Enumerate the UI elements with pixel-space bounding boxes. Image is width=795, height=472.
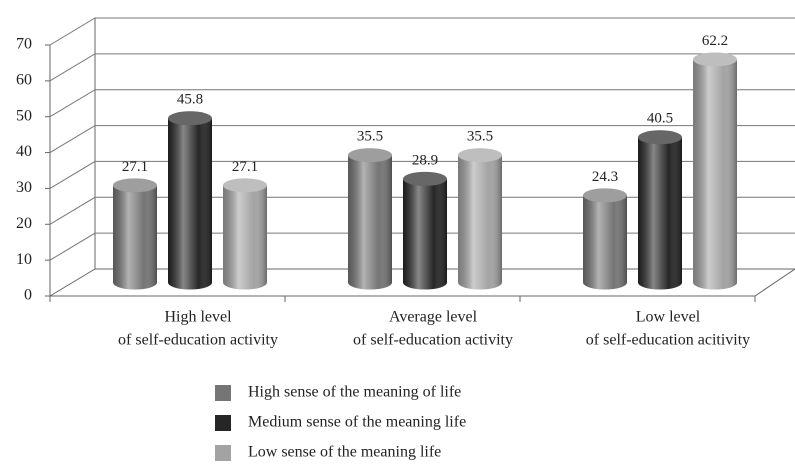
bar-shading [403, 178, 447, 290]
legend-label: Medium sense of the meaning life [248, 414, 466, 431]
bar-top-highlight [403, 171, 447, 186]
bar-top [168, 111, 212, 126]
value-label: 35.5 [467, 129, 493, 145]
y-tick-label: 10 [16, 251, 32, 268]
bar-top-highlight [583, 188, 627, 203]
bar-top [458, 148, 502, 163]
bar-shading [168, 118, 212, 290]
legend-label: High sense of the meaning of life [248, 384, 461, 401]
grid-line [49, 125, 795, 154]
grid-line [49, 17, 795, 46]
grid-line [49, 196, 795, 225]
value-label: 28.9 [412, 152, 438, 168]
value-label: 62.2 [702, 33, 728, 49]
bar-top [223, 178, 267, 193]
value-label: 35.5 [357, 129, 383, 145]
y-tick-label: 70 [16, 36, 32, 53]
grid-line [49, 160, 795, 189]
value-label: 27.1 [122, 159, 148, 175]
bar-shading [458, 155, 502, 290]
bar-top [113, 178, 157, 193]
grid-line [49, 89, 795, 118]
bar-shading [113, 185, 157, 290]
y-tick-label: 60 [16, 72, 32, 89]
value-label: 40.5 [647, 111, 673, 127]
y-tick-label: 20 [16, 215, 32, 232]
x-tick-label: of self-education acitivity [586, 332, 750, 349]
bar-top [583, 188, 627, 203]
x-tick-label: Low level [636, 309, 701, 326]
legend-label: Low sense of the meaning life [248, 444, 441, 461]
bar-top-highlight [638, 130, 682, 145]
bar-top [693, 52, 737, 67]
bar-top-highlight [458, 148, 502, 163]
value-label: 27.1 [232, 159, 258, 175]
bar-top-highlight [223, 178, 267, 193]
legend-swatch [215, 415, 231, 431]
bar-shading [348, 155, 392, 290]
bar-shading [693, 59, 737, 290]
legend-swatch [215, 385, 231, 401]
bar-shading [638, 137, 682, 290]
bar-top [348, 148, 392, 163]
bar-top [638, 130, 682, 145]
bar-top-highlight [348, 148, 392, 163]
bar-top-highlight [113, 178, 157, 193]
y-tick-label: 0 [24, 287, 32, 304]
bar-top-highlight [168, 111, 212, 126]
y-tick-label: 30 [16, 179, 32, 196]
x-tick-label: of self-education activity [353, 332, 513, 349]
grid-line [49, 53, 795, 82]
value-label: 24.3 [592, 169, 618, 185]
grid-line [49, 232, 795, 261]
x-tick-label: High level [164, 309, 232, 326]
bar-shading [223, 185, 267, 290]
y-tick-label: 50 [16, 107, 32, 124]
value-label: 45.8 [177, 92, 203, 108]
legend-swatch [215, 445, 231, 461]
bar-shading [583, 195, 627, 290]
x-tick-label: of self-education activity [118, 332, 278, 349]
bar-top-highlight [693, 52, 737, 67]
x-tick-label: Average level [389, 309, 478, 326]
y-tick-label: 40 [16, 143, 32, 160]
bar-top [403, 171, 447, 186]
